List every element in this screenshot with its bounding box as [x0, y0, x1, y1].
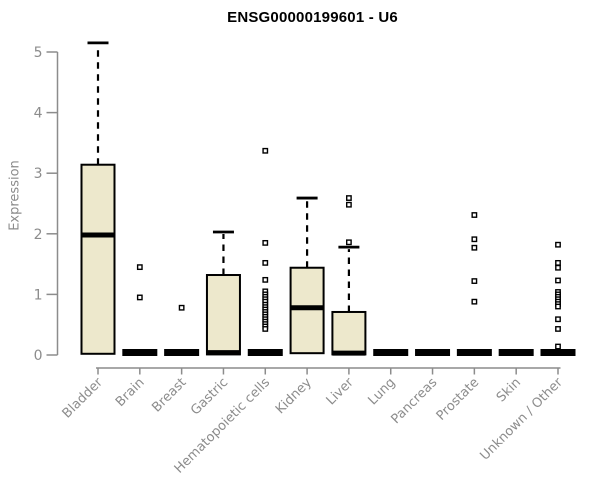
- y-tick-label-4: 4: [34, 106, 43, 122]
- outlier-point: [471, 298, 478, 305]
- x-tick-label: Unknown / Other: [478, 375, 567, 464]
- outlier-point: [262, 239, 269, 246]
- box-Liver: [331, 310, 367, 356]
- outlier-point: [555, 343, 561, 350]
- outlier-point: [555, 264, 561, 271]
- outlier-point: [555, 259, 561, 266]
- x-tick-label: Liver: [324, 375, 358, 409]
- zero-bar-Lung: [373, 349, 409, 356]
- zero-bar-Unknown / Other: [540, 349, 576, 356]
- chart-title: ENSG00000199601 - U6: [227, 9, 398, 26]
- zero-bar-Breast: [164, 349, 200, 356]
- outlier-point: [471, 244, 478, 251]
- y-tick-label-1: 1: [34, 287, 43, 303]
- y-tick-label-5: 5: [34, 45, 43, 61]
- y-tick-label-0: 0: [34, 348, 43, 364]
- outlier-point: [262, 147, 269, 154]
- x-tick-label: Kidney: [273, 375, 315, 417]
- y-tick-label-2: 2: [34, 227, 43, 243]
- box-Bladder: [80, 163, 116, 355]
- box-Kidney: [289, 266, 325, 355]
- outlier-point: [346, 195, 352, 201]
- outlier-point: [136, 294, 143, 301]
- zero-bar-Hematopoietic cells: [247, 349, 283, 356]
- outlier-point: [555, 303, 561, 310]
- outlier-point: [346, 201, 352, 208]
- zero-bar-Brain: [122, 349, 158, 356]
- outlier-point: [471, 236, 478, 243]
- x-tick-label: Brain: [113, 375, 148, 410]
- x-tick-label: Pancreas: [388, 375, 440, 427]
- x-tick-label: Breast: [149, 375, 189, 415]
- x-tick-label: Prostate: [434, 375, 482, 423]
- outlier-point: [136, 264, 143, 271]
- outlier-point: [555, 241, 561, 248]
- outlier-point: [346, 239, 352, 246]
- outlier-point: [555, 316, 561, 323]
- outlier-point: [555, 277, 561, 284]
- zero-bar-Pancreas: [415, 349, 451, 356]
- outlier-point: [555, 326, 561, 332]
- box-Gastric: [205, 274, 241, 356]
- zero-bar-Skin: [498, 349, 534, 356]
- outlier-point: [471, 212, 478, 218]
- x-tick-label: Skin: [494, 375, 524, 405]
- outlier-point: [262, 276, 269, 283]
- y-tick-label-3: 3: [34, 166, 43, 182]
- outlier-point: [262, 326, 269, 332]
- outlier-point: [471, 278, 478, 284]
- outlier-point: [262, 259, 269, 266]
- outlier-point: [178, 304, 185, 311]
- x-tick-label: Bladder: [60, 375, 107, 422]
- zero-bar-Prostate: [456, 349, 492, 356]
- x-tick-label: Lung: [365, 375, 398, 408]
